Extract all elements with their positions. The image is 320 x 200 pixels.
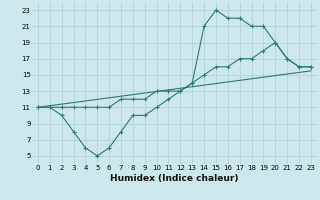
X-axis label: Humidex (Indice chaleur): Humidex (Indice chaleur) bbox=[110, 174, 239, 183]
